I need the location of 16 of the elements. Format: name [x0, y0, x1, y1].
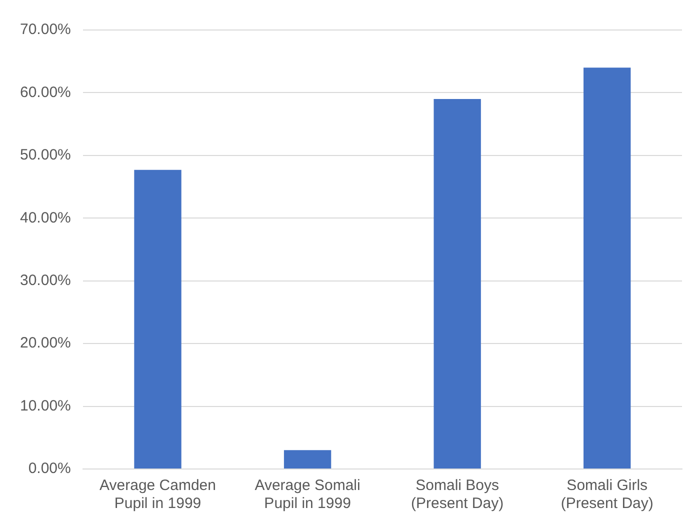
y-tick-label: 40.00% [20, 209, 71, 226]
y-tick-label: 20.00% [20, 334, 71, 352]
bar [434, 98, 481, 468]
y-tick-label: 30.00% [20, 272, 71, 289]
y-tick-label: 0.00% [28, 460, 71, 478]
x-tick-label: Somali Boys (Present Day) [411, 477, 504, 512]
y-tick-label: 60.00% [20, 84, 71, 101]
y-tick-label: 50.00% [20, 146, 71, 164]
x-tick-label: Average Somali Pupil in 1999 [254, 477, 360, 512]
y-tick-label: 10.00% [20, 397, 71, 414]
bar [134, 170, 182, 468]
bar [584, 68, 631, 468]
bar [284, 450, 332, 468]
x-tick-label: Somali Girls (Present Day) [560, 477, 654, 512]
y-tick-label: 70.00% [20, 21, 71, 38]
x-tick-label: Average Camden Pupil in 1999 [100, 477, 216, 512]
